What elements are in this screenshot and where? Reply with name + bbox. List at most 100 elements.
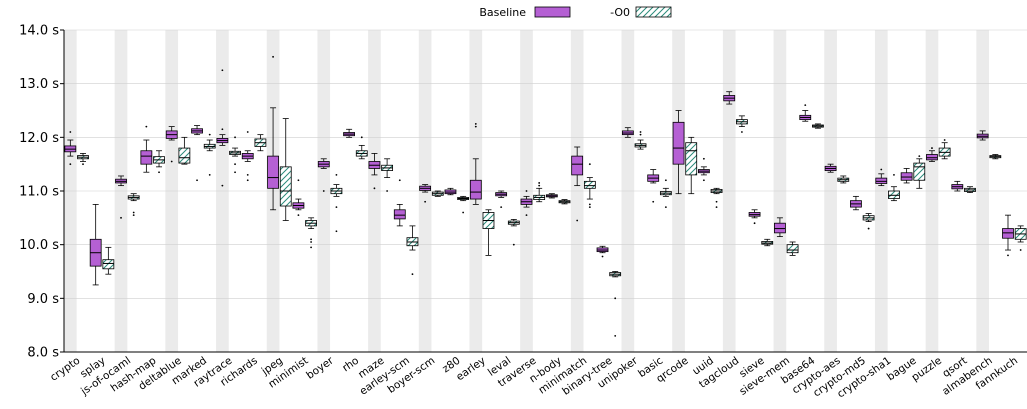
box-richards-baseline-outlier-2: [246, 131, 249, 133]
x-label-earley: earley: [454, 355, 488, 384]
y-tick-label-9-0-s: 9.0 s: [27, 292, 59, 307]
box-crypto-sha1-o0-outlier-0: [893, 174, 895, 176]
box-minimist-baseline: [292, 179, 305, 217]
legend-swatch-o0: [635, 6, 672, 18]
box-qsort-o0: [964, 186, 976, 194]
y-tick-label-14-0-s: 14.0 s: [19, 24, 59, 39]
box-sieve-mem-o0: [786, 241, 799, 256]
box-splay-o0-body: [102, 259, 115, 270]
box-crypto-sha1-o0: [888, 174, 900, 202]
box-crypto-md5-o0: [862, 213, 875, 230]
box-marked-baseline: [191, 125, 203, 182]
box-raytrace-baseline-outlier-0: [221, 69, 224, 72]
box-series: [64, 55, 1027, 337]
box-base64-o0: [812, 123, 824, 129]
y-tick-label-13-0-s: 13.0 s: [19, 77, 59, 92]
box-uuid-baseline-outlier-0: [702, 157, 705, 160]
box-raytrace-o0-outlier-2: [234, 171, 236, 174]
box-deltablue-o0: [178, 136, 191, 165]
box-maze-baseline-outlier-0: [373, 187, 376, 190]
box-basic-o0-outlier-0: [664, 179, 667, 182]
box-minimist-o0-outlier-2: [310, 246, 312, 249]
box-tagcloud-baseline: [723, 91, 736, 105]
box-crypto-sha1-baseline-outlier-0: [880, 168, 883, 171]
box-uuid-o0: [710, 187, 723, 209]
box-js-of-ocaml-o0-outlier-1: [132, 214, 135, 217]
box-crypto-aes-o0: [837, 175, 850, 184]
box-leval-baseline: [495, 190, 508, 209]
box-boyer-o0-outlier-2: [335, 230, 338, 233]
box-boyer-o0: [330, 174, 343, 233]
box-earley-scm-baseline: [393, 179, 406, 227]
box-minimatch-o0-outlier-0: [588, 163, 591, 166]
box-splay-baseline: [89, 204, 102, 286]
box-crypto-baseline-outlier-1: [69, 163, 72, 166]
box-jpeg-o0: [279, 118, 292, 221]
box-richards-baseline: [241, 131, 254, 182]
box-marked-baseline-outlier-0: [196, 179, 198, 182]
box-minimatch-o0: [583, 163, 596, 209]
box-n-body-o0: [558, 199, 571, 205]
box-minimist-o0-outlier-1: [310, 241, 312, 243]
y-tick-label-12-0-s: 12.0 s: [19, 131, 59, 146]
box-minimatch-o0-body: [583, 180, 596, 189]
box-earley-baseline-body: [469, 179, 482, 200]
box-crypto-baseline: [64, 131, 77, 166]
box-leval-o0-outlier-0: [512, 243, 515, 246]
box-qrcode-baseline-body: [672, 121, 685, 165]
box-crypto-baseline-outlier-0: [69, 131, 72, 133]
box-js-of-ocaml-o0: [127, 193, 140, 217]
box-uuid-o0-outlier-0: [715, 200, 718, 203]
box-richards-baseline-outlier-1: [246, 179, 249, 182]
box-traverse-o0: [533, 182, 546, 203]
box-bague-o0-body: [913, 162, 926, 181]
box-base64-baseline: [799, 104, 812, 122]
box-boyer-o0-outlier-1: [335, 206, 338, 209]
box-fannkuch-baseline-body: [1002, 228, 1014, 239]
box-richards-baseline-outlier-0: [246, 174, 249, 176]
box-tagcloud-o0: [736, 115, 748, 133]
box-hash-map-o0: [153, 150, 165, 174]
box-jpeg-baseline-outlier-0: [272, 55, 274, 58]
box-unipoker-baseline: [621, 127, 634, 138]
box-fannkuch-baseline: [1002, 214, 1014, 257]
y-tick-label-10-0-s: 10.0 s: [19, 238, 59, 253]
box-maze-o0: [381, 158, 394, 192]
box-uuid-o0-outlier-1: [715, 206, 718, 209]
box-hash-map-baseline-body: [140, 150, 153, 165]
box-raytrace-baseline: [216, 69, 229, 187]
box-raytrace-o0: [229, 136, 241, 174]
box-crypto-md5-o0-outlier-0: [867, 227, 870, 230]
box-deltablue-baseline: [165, 126, 178, 163]
box-earley-baseline-outlier-0: [474, 123, 477, 125]
x-label-boyer: boyer: [304, 354, 336, 381]
box-tagcloud-o0-outlier-0: [741, 131, 743, 133]
box-binary-tree-o0-outlier-0: [614, 297, 617, 300]
box-crypto-sha1-o0-body: [888, 190, 900, 199]
box-js-of-ocaml-baseline-outlier-0: [120, 216, 122, 219]
box-earley-baseline: [469, 123, 482, 205]
box-traverse-o0-outlier-0: [538, 182, 541, 184]
box-traverse-baseline-outlier-0: [525, 214, 528, 217]
box-n-body-baseline: [545, 193, 558, 199]
box-puzzle-baseline-outlier-0: [931, 147, 933, 149]
box-sieve-mem-baseline-body: [774, 222, 786, 234]
y-tick-label-8-0-s: 8.0 s: [27, 346, 59, 361]
box-raytrace-baseline-outlier-1: [221, 128, 224, 131]
box-basic-baseline-outlier-0: [652, 200, 655, 203]
box-crypto-o0-outlier-0: [82, 163, 84, 166]
legend-label-baseline: Baseline: [479, 6, 526, 19]
box-minimist-baseline-outlier-0: [297, 179, 300, 182]
box-boyer-baseline-outlier-0: [322, 190, 325, 192]
box-maze-o0-outlier-0: [386, 190, 389, 192]
box-js-of-ocaml-baseline: [115, 175, 127, 219]
box-earley-scm-o0-outlier-0: [411, 273, 414, 276]
box-deltablue-baseline-outlier-0: [170, 160, 173, 163]
box-almabench-baseline: [976, 130, 989, 141]
box-bague-baseline-body: [900, 172, 913, 181]
box-crypto-aes-baseline: [824, 163, 837, 173]
box-raytrace-o0-outlier-1: [234, 163, 236, 166]
legend: Baseline -O0: [479, 6, 672, 19]
box-minimist-o0-outlier-0: [310, 238, 312, 241]
box-splay-o0: [102, 246, 115, 275]
